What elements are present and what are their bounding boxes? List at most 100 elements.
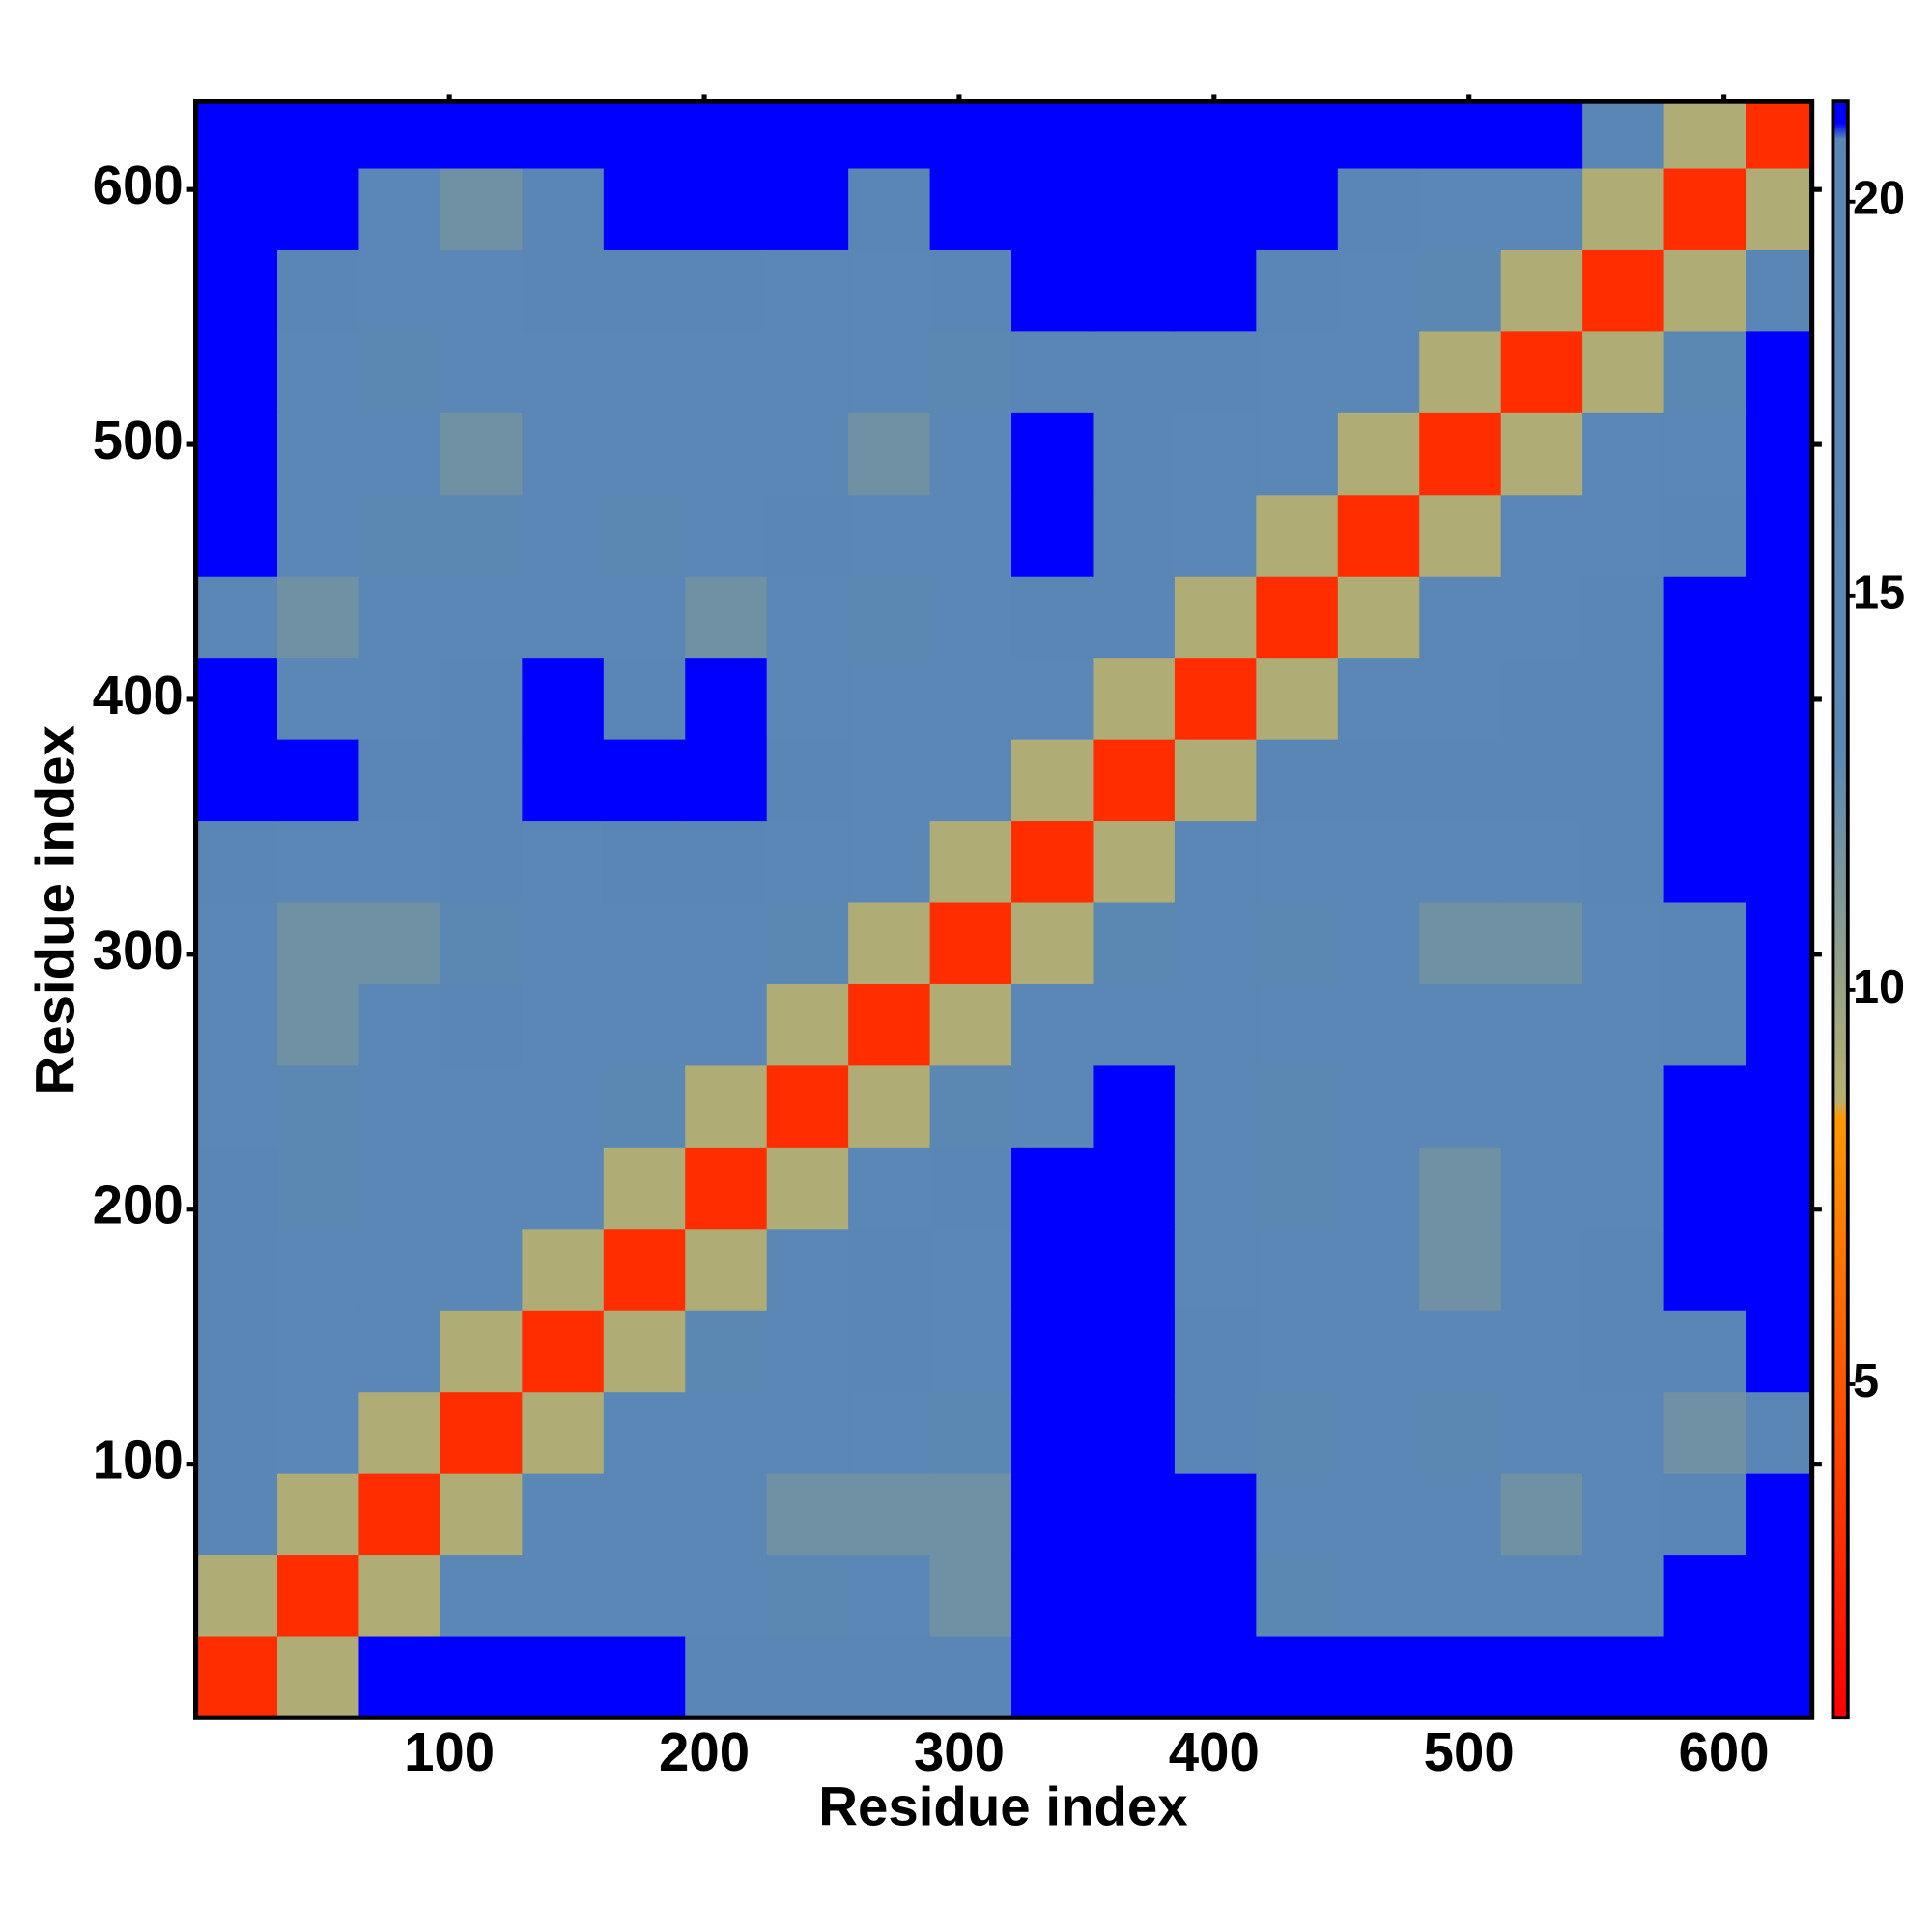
heatmap-cell	[277, 575, 360, 659]
heatmap-cell	[848, 1065, 931, 1148]
heatmap-cell	[1093, 657, 1176, 740]
heatmap-cell	[195, 1309, 278, 1393]
heatmap-cell	[1174, 738, 1258, 822]
heatmap-cell	[522, 738, 605, 822]
heatmap-cell	[766, 901, 849, 984]
heatmap-cell	[685, 1635, 768, 1719]
heatmap-cell	[1746, 575, 1813, 659]
heatmap-cell	[685, 738, 768, 822]
heatmap-cell	[1093, 1635, 1176, 1719]
heatmap-cell	[1419, 1635, 1502, 1719]
heatmap-cell	[1256, 101, 1339, 169]
heatmap-cell	[929, 249, 1012, 332]
heatmap-cell	[1419, 1554, 1502, 1637]
heatmap-cell	[195, 901, 278, 984]
heatmap-cell	[1093, 101, 1176, 169]
heatmap-cell	[1174, 983, 1258, 1066]
heatmap-cell	[685, 1472, 768, 1556]
heatmap-cell	[522, 1635, 605, 1719]
heatmap-cell	[603, 1309, 687, 1393]
heatmap-cell	[1746, 738, 1813, 822]
heatmap-cell	[603, 820, 687, 903]
heatmap-cell	[1093, 1309, 1176, 1393]
heatmap-cell	[766, 575, 849, 659]
heatmap-cell	[277, 1228, 360, 1311]
heatmap-cell	[1500, 1472, 1583, 1556]
heatmap-cell	[1500, 249, 1583, 332]
heatmap-cell	[195, 494, 278, 577]
heatmap-cell	[1419, 167, 1502, 250]
heatmap-cell	[1663, 412, 1747, 496]
heatmap-cell	[522, 101, 605, 169]
heatmap-cell	[358, 330, 441, 413]
heatmap-cell	[685, 1309, 768, 1393]
heatmap-cell	[277, 1554, 360, 1637]
colorbar-tick-label: 20	[1853, 173, 1905, 225]
heatmap-cell	[1256, 983, 1339, 1066]
heatmap-cell	[1663, 738, 1747, 822]
heatmap-cell	[440, 1635, 524, 1719]
heatmap-cell	[1419, 820, 1502, 903]
heatmap-cell	[1337, 657, 1421, 740]
heatmap-cell	[685, 1554, 768, 1637]
heatmap-cell	[1663, 983, 1747, 1066]
heatmap-cell	[929, 983, 1012, 1066]
heatmap-cell	[603, 901, 687, 984]
heatmap-cell	[1582, 575, 1665, 659]
heatmap-cell	[1174, 167, 1258, 250]
heatmap-cell	[1500, 1147, 1583, 1230]
heatmap-cell	[195, 1472, 278, 1556]
heatmap-cell	[358, 983, 441, 1066]
heatmap-cell	[1174, 820, 1258, 903]
heatmap-cell	[1500, 101, 1583, 169]
heatmap-cell	[848, 330, 931, 413]
heatmap-cell	[848, 1228, 931, 1311]
heatmap-cell	[522, 1554, 605, 1637]
heatmap-cell	[1419, 101, 1502, 169]
heatmap-cell	[685, 330, 768, 413]
heatmap-cell	[1337, 1228, 1421, 1311]
heatmap-cell	[603, 101, 687, 169]
heatmap-cell	[277, 1309, 360, 1393]
heatmap-cell	[1746, 1472, 1813, 1556]
heatmap-cell	[1746, 494, 1813, 577]
heatmap-cell	[766, 983, 849, 1066]
heatmap-cell	[1011, 412, 1094, 496]
heatmap-cell	[1337, 249, 1421, 332]
heatmap-cell	[1011, 249, 1094, 332]
heatmap-cell	[1582, 494, 1665, 577]
heatmap-cell	[1663, 167, 1747, 250]
heatmap-cell	[1337, 101, 1421, 169]
heatmap-cell	[1174, 494, 1258, 577]
heatmap-cell	[277, 101, 360, 169]
heatmap-cell	[522, 1065, 605, 1148]
heatmap-cell	[1093, 820, 1176, 903]
heatmap-cell	[1663, 657, 1747, 740]
heatmap-cell	[1174, 1309, 1258, 1393]
heatmap-cell	[1663, 575, 1747, 659]
heatmap-cell	[766, 167, 849, 250]
heatmap-cell	[1582, 1065, 1665, 1148]
heatmap-cell	[1419, 1309, 1502, 1393]
heatmap-cell	[358, 1065, 441, 1148]
heatmap-cell	[1663, 1065, 1747, 1148]
plot-frame	[193, 99, 1815, 1720]
heatmap-cell	[1419, 249, 1502, 332]
heatmap-cell	[440, 101, 524, 169]
heatmap-cell	[440, 1065, 524, 1148]
heatmap-cell	[1011, 738, 1094, 822]
heatmap-cell	[1011, 820, 1094, 903]
heatmap-cell	[1256, 738, 1339, 822]
colorbar-segment	[1833, 1100, 1848, 1118]
heatmap-cell	[277, 820, 360, 903]
heatmap-cell	[685, 249, 768, 332]
heatmap-cell	[1337, 412, 1421, 496]
heatmap-cell	[1663, 820, 1747, 903]
heatmap-cell	[440, 575, 524, 659]
heatmap-cell	[1582, 412, 1665, 496]
heatmap-cell	[1337, 1147, 1421, 1230]
heatmap-cell	[358, 820, 441, 903]
heatmap-cell	[1256, 1065, 1339, 1148]
heatmap-cell	[929, 1635, 1012, 1719]
heatmap-cell	[1419, 494, 1502, 577]
